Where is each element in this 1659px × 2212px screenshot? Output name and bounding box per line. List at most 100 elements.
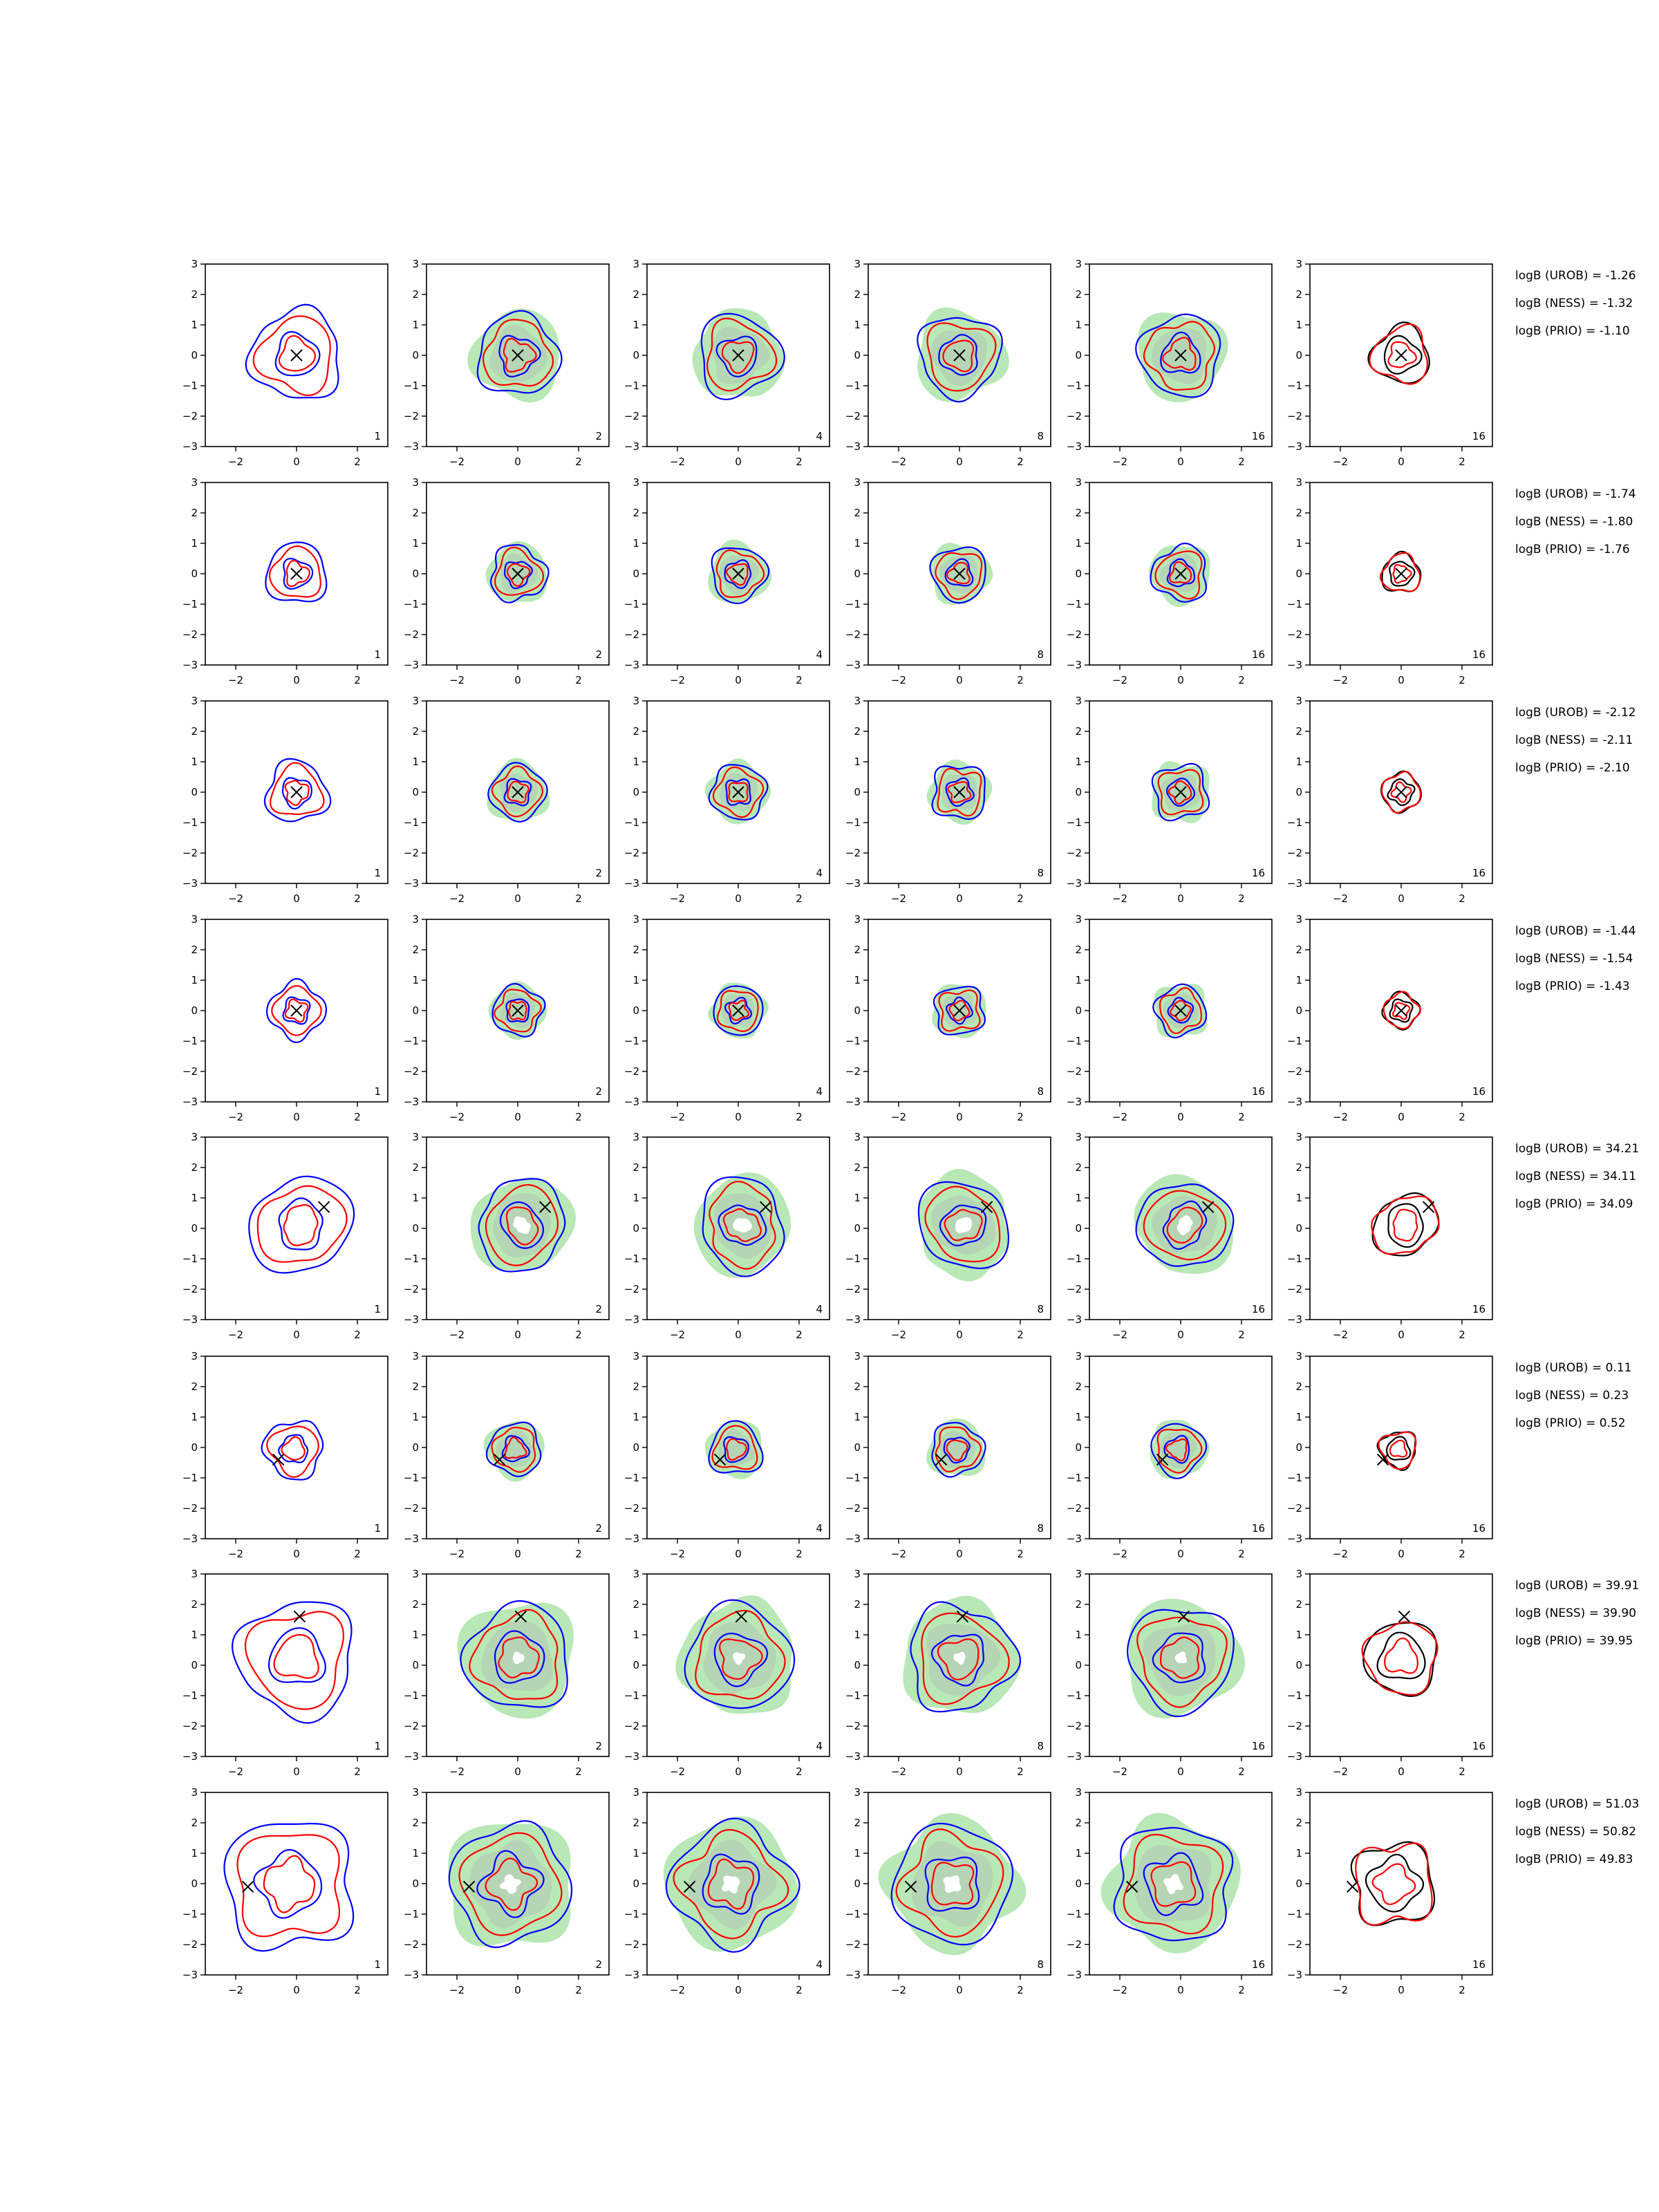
y-tick-label: −2 [1067,410,1082,422]
y-tick-label: −3 [182,659,198,671]
red-contour-inner [707,1858,755,1910]
y-tick-label: 2 [1075,1817,1082,1829]
blue-contour-outer [665,1817,800,1953]
x-tick-label: 0 [1398,456,1405,468]
y-tick-label: 2 [191,507,198,519]
subplot-r1-c2: −3 −2 −1 0 1 2 3 −2 0 2 2 [404,258,610,468]
red-contour-inner [1170,1000,1192,1022]
y-tick-label: 0 [191,1441,198,1454]
x-tick-label: 0 [735,1984,742,1996]
sample-count-label: 16 [1252,1303,1265,1315]
y-tick-label: −3 [404,1533,419,1545]
subplot-r6-c5: −3 −2 −1 0 1 2 3 −2 0 2 16 [1067,1350,1273,1560]
y-tick-label: −1 [845,1472,861,1484]
y-tick-label: 1 [191,1847,198,1859]
y-tick-label: 2 [191,1380,198,1393]
y-tick-label: 2 [412,944,419,956]
y-tick-label: −1 [845,1908,861,1920]
y-tick-label: −3 [845,440,861,453]
y-tick-label: −2 [1067,1938,1082,1951]
y-tick-label: −3 [1067,1096,1082,1108]
red-contour-inner [507,780,529,804]
x-tick-label: −2 [670,1548,685,1560]
y-tick-label: 1 [1075,1411,1082,1423]
y-tick-label: −3 [845,1533,861,1545]
plot-area [1100,1812,1241,1953]
y-tick-label: −1 [182,1253,198,1265]
blue-contour-inner [944,558,974,587]
y-tick-label: −3 [624,1969,639,1981]
red-contour-inner [507,563,531,587]
y-tick-label: −2 [404,1720,419,1732]
y-tick-label: −2 [624,1502,639,1515]
y-tick-label: 2 [1295,725,1302,738]
plot-area [663,1816,800,1953]
y-tick-label: 1 [632,1192,639,1204]
x-tick-label: 2 [1238,892,1245,905]
true-location-marker [538,1201,552,1213]
x-tick-label: −2 [449,1765,465,1778]
y-tick-label: 3 [854,1786,861,1799]
y-tick-label: −1 [624,598,639,610]
y-tick-label: 3 [632,258,639,270]
plot-area [232,1601,353,1724]
y-tick-label: 0 [191,1222,198,1235]
x-tick-label: 2 [1017,456,1024,468]
blue-contour-inner [274,331,321,377]
y-tick-label: 3 [191,1350,198,1362]
blue-contour-outer [929,546,986,604]
density-hole [943,1875,962,1893]
y-tick-label: −1 [1287,1035,1302,1047]
y-tick-label: −3 [845,1750,861,1763]
blue-contour-inner [498,335,541,378]
subplot-r6-c2: −3 −2 −1 0 1 2 3 −2 0 2 2 [404,1350,610,1560]
density-hole [955,1217,973,1233]
x-tick-label: 2 [1238,456,1245,468]
plot-area [692,308,785,400]
plot-area [675,1595,796,1714]
red-contour-outer [469,1609,559,1700]
x-tick-label: 2 [1459,1984,1465,1996]
y-tick-label: −2 [1067,628,1082,641]
y-tick-label: 3 [412,1568,419,1580]
y-tick-label: −1 [1287,1472,1302,1484]
x-tick-label: −2 [1112,1984,1127,1996]
red-contour-outer [921,1612,1010,1705]
true-location-marker [732,1004,744,1017]
y-tick-label: 2 [854,507,861,519]
blue-contour-outer [245,303,339,399]
plot-area [1371,1192,1440,1257]
y-tick-label: −3 [624,1313,639,1326]
subplot-r2-c1: −3 −2 −1 0 1 2 3 −2 0 2 1 [182,476,388,686]
sample-count-label: 16 [1252,1740,1265,1752]
red-contour-inner [503,337,537,373]
y-tick-label: −1 [845,1035,861,1047]
x-tick-label: 2 [354,1765,361,1778]
y-tick-label: −1 [1287,1253,1302,1265]
true-location-marker [953,786,966,798]
subplot-r1-c4: −3 −2 −1 0 1 2 3 −2 0 2 8 [845,258,1051,468]
red-contour-outer [712,766,765,818]
x-tick-label: −2 [449,674,465,686]
y-tick-label: 2 [412,1817,419,1829]
subplot-r3-c4: −3 −2 −1 0 1 2 3 −2 0 2 8 [845,695,1051,905]
x-tick-label: −2 [1112,1765,1127,1778]
subplot-r7-c6: −3 −2 −1 0 1 2 3 −2 0 2 16 [1287,1568,1493,1778]
y-tick-label: 3 [412,913,419,926]
x-tick-label: 0 [1177,1548,1184,1560]
blue-contour-inner [1166,558,1195,588]
red-contour-inner [946,1439,968,1461]
y-tick-label: 0 [1075,1222,1082,1235]
red-contour-inner [937,1638,980,1680]
y-tick-label: 0 [1295,568,1302,580]
x-tick-label: 2 [1459,1111,1465,1123]
y-tick-label: −2 [845,1502,861,1515]
x-tick-label: −2 [891,1329,906,1341]
x-tick-label: −2 [1333,1548,1348,1560]
plot-area [1367,321,1430,385]
y-tick-label: −1 [845,598,861,610]
true-location-marker [735,1610,748,1623]
plot-area [1135,312,1228,402]
axes-frame [205,1136,388,1320]
